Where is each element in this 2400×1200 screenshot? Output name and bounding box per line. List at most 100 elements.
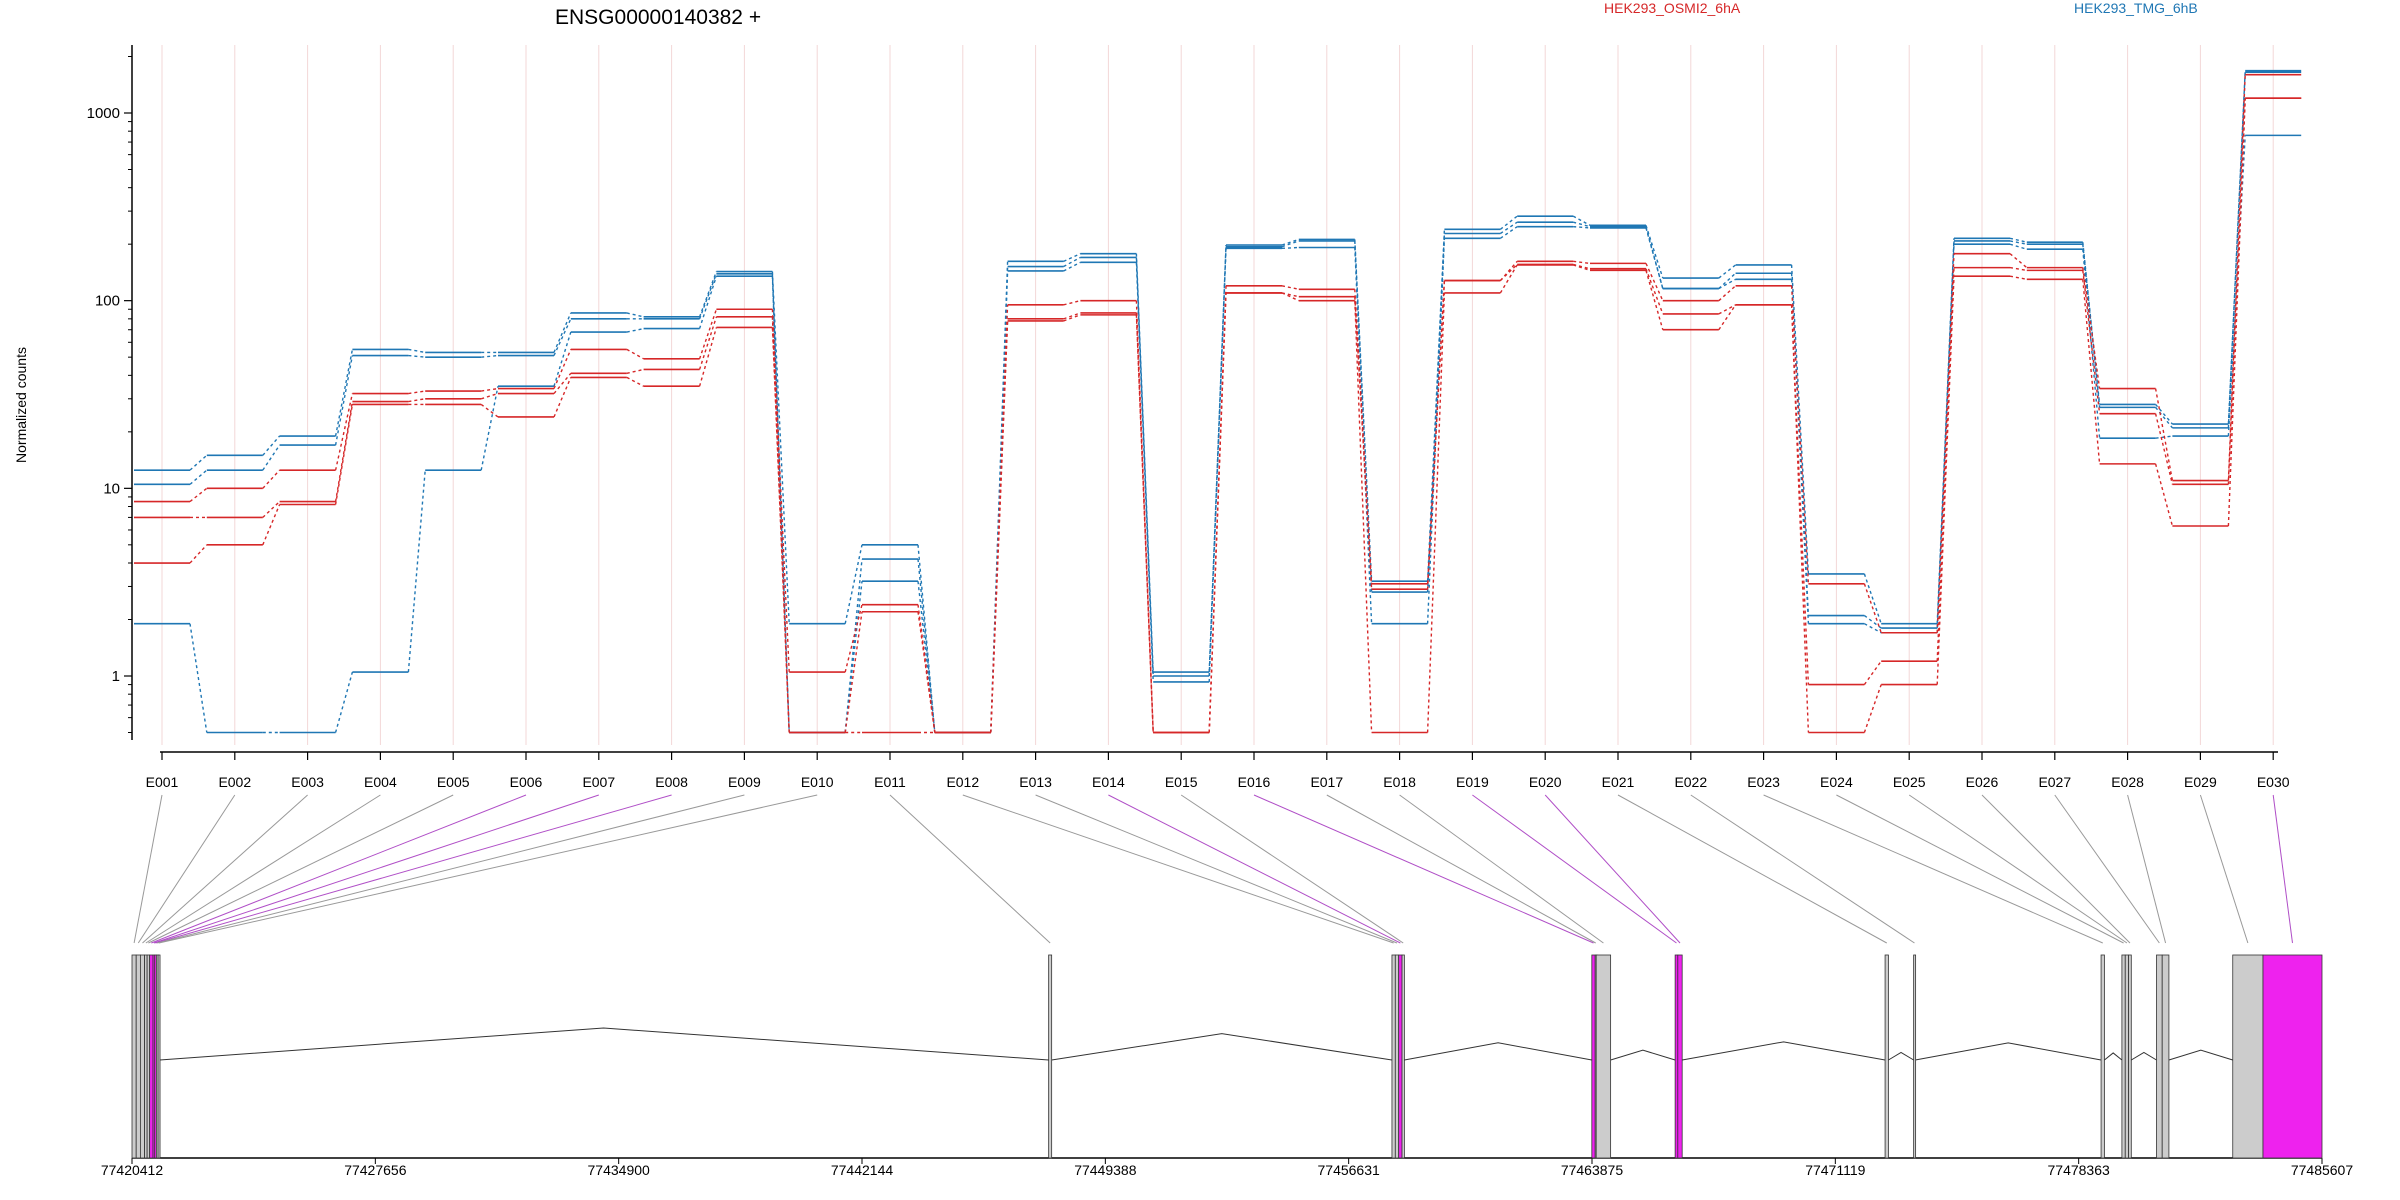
x-tick-label: E010	[801, 774, 834, 790]
data-connector	[626, 327, 644, 333]
data-connector	[1354, 296, 1373, 590]
intron-connector	[2168, 1049, 2233, 1061]
exon-block	[2156, 954, 2163, 1159]
data-connector	[1572, 264, 1591, 272]
data-connector	[2155, 403, 2173, 425]
data-connector	[698, 316, 718, 370]
y-tick-label: 1000	[87, 105, 120, 122]
x-tick-label: E005	[437, 774, 470, 790]
data-connector	[698, 273, 718, 320]
axes: E001 E002 E003 E004 E005 E006 E007 E008 E009 E010…	[87, 45, 2290, 790]
exon-block	[1884, 954, 1889, 1159]
data-connector	[480, 392, 499, 400]
exon-link	[1690, 794, 1915, 944]
data-connector	[480, 386, 499, 471]
exon-link	[962, 794, 1394, 944]
coordinate-tick-label: 77420412	[101, 1162, 164, 1178]
exon-block	[135, 954, 141, 1159]
data-connector	[553, 377, 572, 418]
x-tick-label: E003	[291, 774, 324, 790]
data-connector	[2227, 98, 2246, 527]
y-axis-label: Normalized counts	[13, 347, 29, 463]
coordinate-tick-label: 77463875	[1561, 1162, 1624, 1178]
data-connector	[626, 348, 644, 360]
exon-link	[1399, 794, 1604, 944]
data-connector	[1718, 285, 1737, 302]
data-connector	[1135, 314, 1154, 733]
data-connector	[1790, 285, 1810, 584]
data-connector	[262, 435, 281, 456]
data-connector	[2009, 266, 2027, 272]
x-tick-label: E006	[510, 774, 543, 790]
data-connector	[844, 611, 863, 733]
data-connector	[1063, 299, 1081, 306]
data-connector	[1573, 225, 1591, 229]
exon-link	[153, 794, 599, 944]
x-tick-label: E016	[1238, 774, 1271, 790]
data-connector	[1135, 253, 1154, 673]
data-connector	[1281, 238, 1300, 246]
coordinate-tick-label: 77471119	[1805, 1162, 1865, 1178]
data-connector	[189, 454, 208, 471]
x-tick-label: E004	[364, 774, 397, 790]
exon-block	[2121, 954, 2126, 1159]
x-tick-label: E009	[728, 774, 761, 790]
intron-connector	[159, 1027, 1049, 1061]
data-connector	[844, 558, 863, 733]
data-connector	[698, 275, 718, 329]
exon-link	[157, 794, 745, 944]
data-connector	[2082, 249, 2101, 439]
coordinate-tick-label: 77434900	[588, 1162, 651, 1178]
data-connector	[1936, 276, 1955, 685]
exon-block	[131, 954, 137, 1159]
data-connector	[626, 376, 644, 387]
exon-link	[142, 794, 308, 944]
data-connector	[408, 390, 426, 395]
data-connector	[917, 611, 936, 733]
data-connector	[771, 327, 790, 733]
intron-connector	[1404, 1042, 1592, 1061]
data-connector	[1063, 253, 1081, 262]
data-connector	[1281, 240, 1300, 248]
data-connector	[334, 404, 354, 505]
data-connector	[408, 398, 426, 403]
data-connector	[1645, 227, 1664, 289]
data-connector	[2154, 413, 2174, 485]
legend-entry-osmi2: HEK293_OSMI2_6hA	[1604, 0, 1741, 16]
data-connector	[771, 309, 790, 673]
exon-block	[2232, 954, 2264, 1159]
y-tick-label: 10	[103, 480, 120, 497]
data-connector	[1499, 263, 1518, 282]
x-tick-label: E022	[1674, 774, 1707, 790]
data-connector	[262, 469, 281, 489]
data-connector	[626, 368, 644, 375]
data-connector	[1645, 268, 1664, 315]
data-connector	[1645, 270, 1664, 330]
data-connector	[1208, 248, 1227, 682]
exon-link	[1908, 794, 2128, 944]
x-tick-label: E017	[1310, 774, 1343, 790]
exon-link	[151, 794, 527, 944]
intron-connector	[2131, 1051, 2157, 1061]
exon-link	[1763, 794, 2103, 944]
data-connector	[1063, 261, 1081, 272]
exon-link	[133, 794, 163, 944]
data-connector	[1936, 238, 1955, 624]
exon-block	[2128, 954, 2132, 1159]
data-connector	[990, 304, 1009, 733]
exon-block	[1048, 954, 1053, 1159]
data-connector	[771, 271, 790, 624]
x-tick-label: E021	[1602, 774, 1635, 790]
data-connector	[408, 354, 426, 358]
exon-link	[137, 794, 236, 944]
x-tick-label: E007	[582, 774, 615, 790]
exon-link	[1035, 794, 1398, 944]
data-connector	[334, 349, 354, 437]
data-connector	[1499, 215, 1518, 230]
data-connector	[698, 271, 718, 318]
series-line	[134, 69, 2302, 734]
data-connector	[334, 671, 354, 733]
x-tick-label: E030	[2257, 774, 2290, 790]
exon-block	[1398, 954, 1403, 1159]
